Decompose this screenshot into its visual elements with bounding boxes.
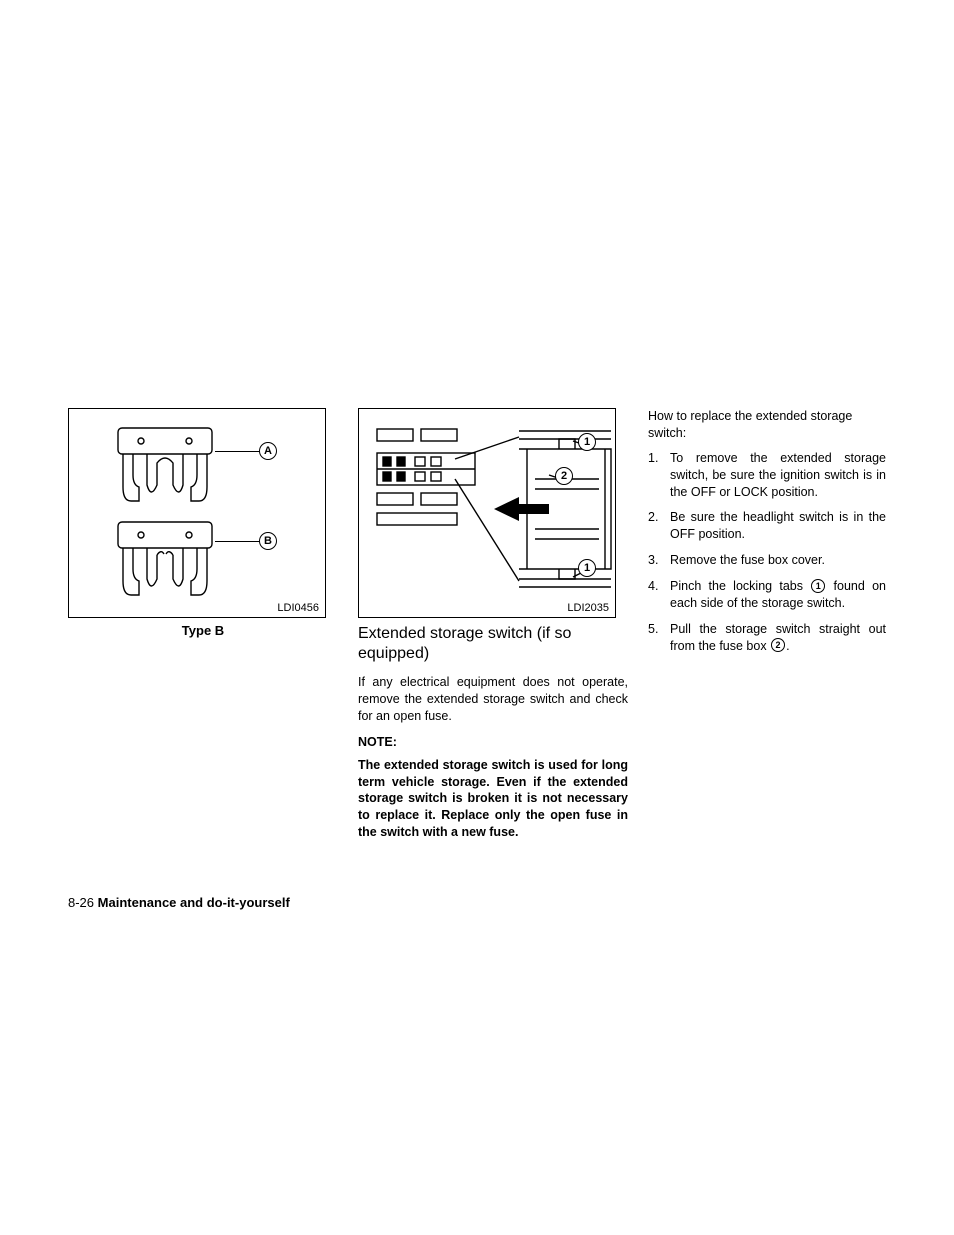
steps-list: To remove the extended storage switch, b… bbox=[648, 450, 886, 655]
paragraph-intro: If any electrical equipment does not ope… bbox=[358, 674, 628, 725]
step-4-text-a: Pinch the locking tabs bbox=[670, 579, 810, 593]
ref-circle-1-icon: 1 bbox=[811, 579, 825, 593]
callout-leader-a bbox=[215, 451, 261, 452]
callout-leader-b bbox=[215, 541, 261, 542]
step-5: Pull the storage switch straight out fro… bbox=[648, 621, 886, 655]
figure-caption-1: Type B bbox=[68, 623, 338, 638]
fuse-a-icon bbox=[117, 427, 213, 505]
step-3: Remove the fuse box cover. bbox=[648, 552, 886, 569]
figure-storage-switch: 1 2 1 LDI2035 bbox=[358, 408, 616, 618]
section-title: Maintenance and do-it-yourself bbox=[98, 895, 290, 910]
step-1: To remove the extended storage switch, b… bbox=[648, 450, 886, 501]
column-1: A B LDI0456 Type B bbox=[68, 408, 338, 841]
steps-intro: How to replace the extended storage swit… bbox=[648, 408, 886, 442]
figure-id-2: LDI2035 bbox=[567, 602, 609, 614]
callout-1-top: 1 bbox=[578, 433, 596, 451]
step-2: Be sure the headlight switch is in the O… bbox=[648, 509, 886, 543]
callout-2: 2 bbox=[555, 467, 573, 485]
step-5-text-b: . bbox=[786, 639, 789, 653]
section-heading: Extended storage switch (if so equipped) bbox=[358, 624, 628, 664]
fuse-b-icon bbox=[117, 521, 213, 599]
page-footer: 8-26 Maintenance and do-it-yourself bbox=[68, 895, 290, 910]
callout-1-bottom: 1 bbox=[578, 559, 596, 577]
callout-a: A bbox=[259, 442, 277, 460]
column-2: 1 2 1 LDI2035 Extended storage switch (i… bbox=[358, 408, 628, 841]
figure-type-b: A B LDI0456 bbox=[68, 408, 326, 618]
note-text: The extended storage switch is used for … bbox=[358, 757, 628, 841]
callout-b: B bbox=[259, 532, 277, 550]
figure-id-1: LDI0456 bbox=[277, 602, 319, 614]
column-3: How to replace the extended storage swit… bbox=[648, 408, 886, 841]
page-number: 8-26 bbox=[68, 895, 94, 910]
step-4: Pinch the locking tabs 1 found on each s… bbox=[648, 578, 886, 612]
note-label: NOTE: bbox=[358, 735, 628, 749]
page-content: A B LDI0456 Type B bbox=[68, 408, 886, 841]
ref-circle-2-icon: 2 bbox=[771, 638, 785, 652]
